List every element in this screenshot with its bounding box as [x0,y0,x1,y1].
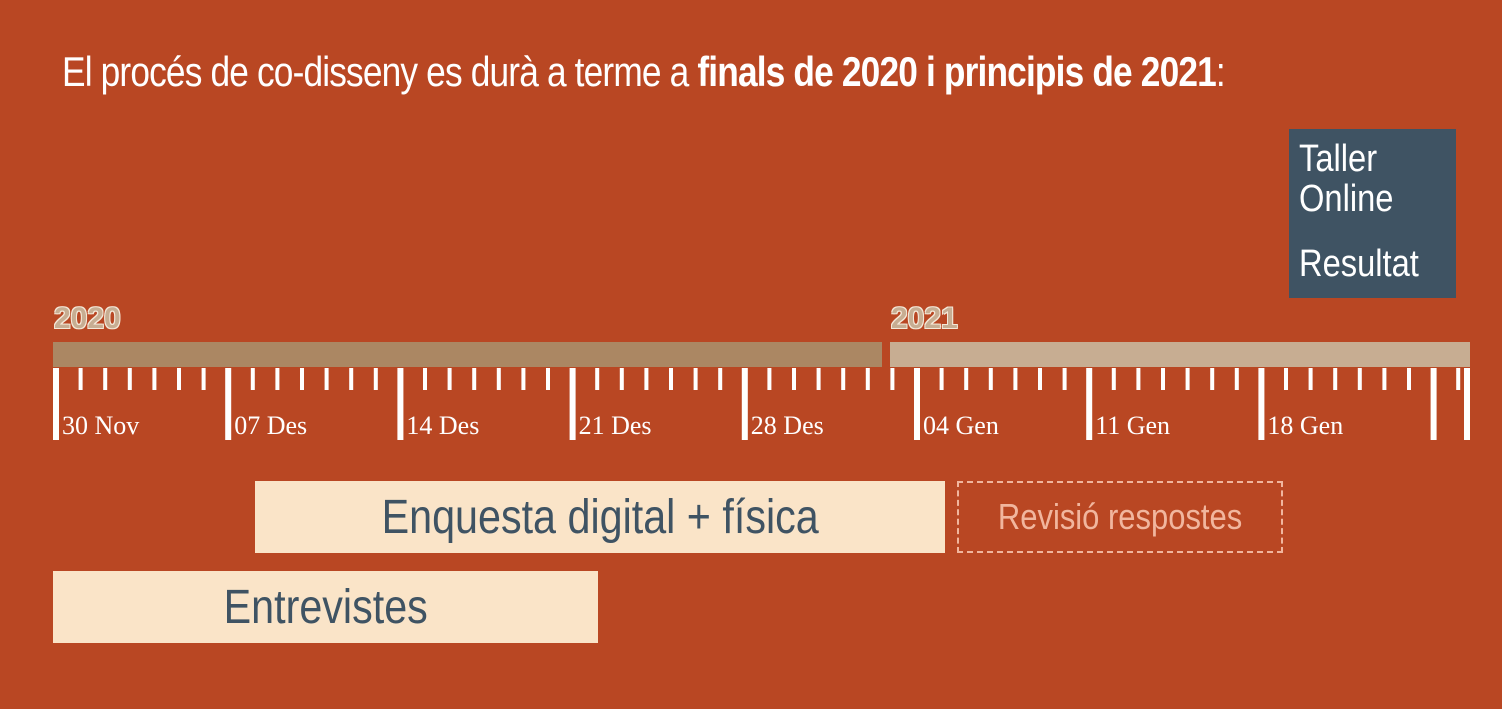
minor-tick [1234,368,1239,390]
major-tick [225,368,232,440]
side-box-line-3: Resultat [1299,243,1419,285]
minor-tick [1456,368,1461,390]
minor-tick [619,368,624,390]
minor-tick [447,368,452,390]
date-label: 07 Des [234,411,308,440]
side-box-line-1: Taller [1299,138,1378,180]
minor-tick [792,368,796,390]
major-tick [1430,368,1437,440]
minor-tick [472,368,477,390]
year-bar-2021 [890,342,1470,367]
date-label: 30 Nov [62,411,140,440]
minor-tick [1062,368,1067,390]
minor-tick [201,368,206,390]
major-tick [1258,368,1265,440]
minor-tick [841,368,846,390]
headline-prefix: El procés de co-disseny es durà a terme … [62,48,698,95]
minor-tick [177,368,181,390]
minor-tick [300,368,304,390]
minor-tick [1333,368,1338,390]
side-box-line-2: Online [1299,178,1394,220]
major-tick [914,368,920,440]
date-label: 21 Des [578,411,652,440]
minor-tick [988,368,993,390]
minor-tick [939,368,944,390]
minor-tick [1407,368,1411,390]
headline-suffix: : [1215,48,1226,95]
major-tick [53,368,59,440]
major-tick [741,368,748,440]
review-task-label: Revisió respostes [997,496,1243,537]
date-label: 04 Gen [923,411,999,440]
minor-tick [349,368,354,390]
date-label: 28 Des [750,411,824,440]
minor-tick [865,368,870,390]
date-label: 11 Gen [1095,411,1171,440]
minor-tick [1136,368,1141,390]
minor-tick [816,368,821,390]
minor-tick [669,368,673,390]
minor-tick [546,368,550,390]
minor-tick [1111,368,1116,390]
minor-tick [1185,368,1190,390]
minor-tick [324,368,329,390]
date-label: 18 Gen [1267,411,1344,440]
headline: El procés de co-disseny es durà a terme … [62,48,1226,96]
major-tick [397,368,404,440]
minor-tick [693,368,698,390]
minor-tick [1161,368,1165,390]
year-bar-2020 [53,342,882,367]
end-tick [1464,368,1470,440]
minor-tick [1357,368,1362,390]
minor-tick [890,368,895,390]
survey-task-bar: Enquesta digital + física [255,481,945,553]
minor-tick [1210,368,1215,390]
minor-tick [1308,368,1313,390]
minor-tick [718,368,723,390]
major-tick [1086,368,1093,440]
year-label-2021: 2021 [891,302,958,335]
minor-tick [78,368,83,390]
minor-tick [373,368,378,390]
interviews-task-label: Entrevistes [223,580,428,634]
year-label-2020: 2020 [54,302,121,335]
minor-tick [1013,368,1018,390]
minor-tick [152,368,157,390]
minor-tick [1038,368,1042,390]
minor-tick [964,368,969,390]
minor-tick [521,368,526,390]
review-task-bar: Revisió respostes [957,481,1283,553]
minor-tick [1284,368,1288,390]
minor-tick [250,368,255,390]
minor-tick [1382,368,1387,390]
date-label: 14 Des [406,411,480,440]
minor-tick [275,368,280,390]
minor-tick [127,368,132,390]
interviews-task-bar: Entrevistes [53,571,598,643]
major-tick [569,368,576,440]
minor-tick [644,368,649,390]
survey-task-label: Enquesta digital + física [381,490,819,544]
minor-tick [595,368,600,390]
minor-tick [103,368,108,390]
minor-tick [767,368,772,390]
minor-tick [496,368,501,390]
headline-bold: finals de 2020 i principis de 2021 [697,48,1216,95]
taller-online-box: Taller Online Resultat [1289,129,1456,298]
minor-tick [423,368,427,390]
